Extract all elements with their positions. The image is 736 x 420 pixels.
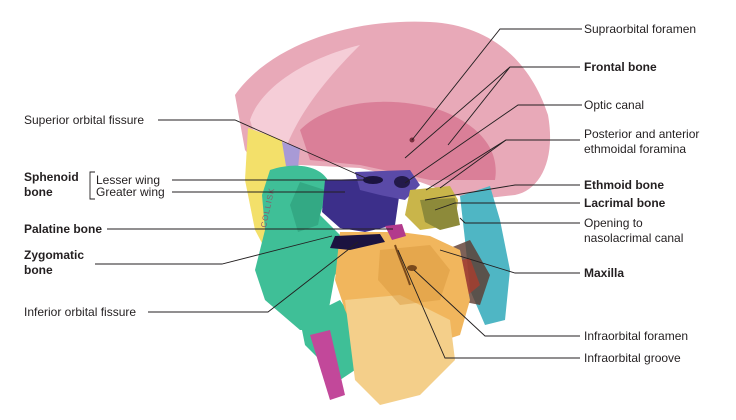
label-sphenoid-line1: Sphenoid — [24, 170, 79, 184]
infraorbital-groove-mark — [394, 244, 411, 286]
label-infraorbital-groove: Infraorbital groove — [584, 351, 681, 365]
zygomatic-bone-shade — [290, 182, 325, 232]
label-ethmoid-bone: Ethmoid bone — [584, 178, 664, 192]
label-supraorbital-foramen: Supraorbital foramen — [584, 22, 696, 36]
leader-lacrimal-bone — [434, 202, 580, 211]
zygomatic-bone-shape — [255, 165, 360, 330]
leader-nasolacrimal-canal — [459, 217, 580, 224]
leader-ethmoidal-foramina-b — [439, 139, 507, 189]
label-lesser-wing: Lesser wing — [96, 173, 160, 187]
label-zygomatic-line1: Zygomatic — [24, 248, 84, 262]
label-palatine-bone: Palatine bone — [24, 222, 102, 236]
leader-inferior-orbital-fissure — [148, 241, 359, 313]
leader-infraorbital-groove — [397, 249, 580, 359]
infraorbital-foramen-mark — [407, 265, 417, 271]
lacrimal-bone-shape — [420, 198, 460, 230]
leader-optic-canal — [404, 104, 582, 184]
label-sphenoid-line2: bone — [24, 185, 53, 199]
label-optic-canal: Optic canal — [584, 98, 644, 112]
label-nasolacrimal-line1: Opening to — [584, 216, 643, 230]
leader-ethmoid-bone — [424, 184, 580, 201]
labels-left: Superior orbital fissure Sphenoid bone L… — [24, 113, 165, 319]
maxilla-shade — [378, 245, 450, 305]
leader-zygomatic-bone — [95, 235, 333, 265]
frontal-bone-highlight — [250, 45, 360, 160]
label-inferior-orbital-fissure: Inferior orbital fissure — [24, 305, 136, 319]
leader-infraorbital-foramen — [413, 269, 580, 337]
label-ethmoidal-foramina-line1: Posterior and anterior — [584, 127, 699, 141]
palatine-bone-shape — [385, 224, 406, 240]
label-infraorbital-foramen: Infraorbital foramen — [584, 329, 688, 343]
leader-superior-orbital-fissure — [158, 119, 371, 181]
label-superior-orbital-fissure: Superior orbital fissure — [24, 113, 144, 127]
leader-frontal-bone-b — [447, 66, 511, 146]
optic-canal-shape — [394, 176, 410, 188]
label-lacrimal-bone: Lacrimal bone — [584, 196, 666, 210]
label-zygomatic-line2: bone — [24, 263, 53, 277]
label-nasolacrimal-line2: nasolacrimal canal — [584, 231, 683, 245]
palatine-lower-process — [310, 330, 345, 400]
label-maxilla: Maxilla — [584, 266, 624, 280]
maxilla-lower — [345, 295, 455, 405]
label-frontal-bone: Frontal bone — [584, 60, 657, 74]
label-greater-wing: Greater wing — [96, 185, 165, 199]
small-lavender-patch — [282, 142, 300, 168]
superior-orbital-fissure-shape — [363, 176, 383, 184]
leader-supraorbital-foramen — [411, 28, 582, 141]
orbit-illustration: COLLISK — [235, 21, 551, 405]
label-ethmoidal-foramina-line2: ethmoidal foramina — [584, 142, 686, 156]
sphenoid-bracket — [89, 171, 95, 200]
leader-lines — [89, 28, 582, 359]
labels-right: Supraorbital foramen Frontal bone Optic … — [584, 22, 699, 365]
leader-maxilla — [439, 249, 580, 274]
